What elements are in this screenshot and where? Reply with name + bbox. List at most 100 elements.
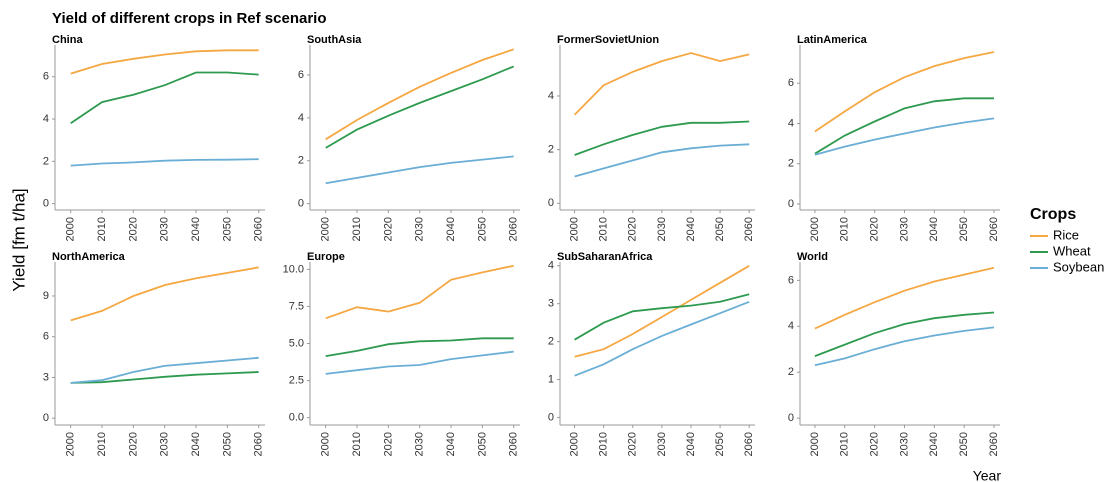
y-tick-label: 4	[788, 117, 794, 129]
legend-title: Crops	[1030, 206, 1076, 223]
panel-title: SubSaharanAfrica	[557, 251, 653, 263]
y-tick-label: 4	[43, 113, 49, 125]
y-tick-label: 0	[548, 411, 554, 423]
x-tick-label: 2010	[598, 217, 610, 241]
series-line	[814, 51, 995, 133]
x-tick-label: 2050	[714, 217, 726, 241]
y-tick-label: 0.0	[289, 411, 304, 423]
panel-title: World	[797, 251, 828, 263]
y-tick-label: 6	[788, 77, 794, 89]
x-tick-label: 2010	[839, 432, 851, 456]
series-line	[70, 356, 259, 384]
y-tick-label: 4	[788, 320, 794, 332]
x-tick-label: 2040	[928, 432, 940, 456]
y-tick-label: 0	[298, 197, 304, 209]
y-tick-label: 0	[43, 412, 49, 424]
x-tick-label: 2000	[809, 432, 821, 456]
y-tick-label: 10.0	[283, 263, 304, 275]
x-tick-label: 2020	[627, 432, 639, 456]
x-tick-label: 2020	[382, 432, 394, 456]
x-tick-label: 2040	[445, 432, 457, 456]
x-tick-label: 2030	[656, 432, 668, 456]
x-axis-label: Year	[973, 468, 1002, 482]
series-line	[325, 155, 514, 185]
y-axis-label: Yield [fm t/ha]	[9, 188, 28, 291]
series-line	[70, 71, 259, 125]
x-tick-label: 2040	[190, 432, 202, 456]
x-tick-label: 2030	[159, 217, 171, 241]
x-tick-label: 2060	[253, 432, 265, 456]
x-tick-label: 2010	[598, 432, 610, 456]
y-tick-label: 0	[788, 198, 794, 210]
x-tick-label: 2060	[743, 217, 755, 241]
y-tick-label: 2	[43, 155, 49, 167]
x-tick-label: 2040	[685, 432, 697, 456]
y-tick-label: 2	[548, 144, 554, 156]
x-tick-label: 2050	[958, 217, 970, 241]
panel-title: NorthAmerica	[52, 251, 126, 263]
y-tick-label: 1	[548, 373, 554, 385]
y-tick-label: 6	[298, 69, 304, 81]
legend-label: Wheat	[1053, 243, 1091, 258]
x-tick-label: 2010	[96, 217, 108, 241]
x-tick-label: 2020	[127, 217, 139, 241]
series-line	[70, 49, 259, 75]
x-tick-label: 2020	[869, 217, 881, 241]
panel-title: Europe	[307, 251, 345, 263]
x-tick-label: 2050	[476, 432, 488, 456]
y-tick-label: 0	[548, 197, 554, 209]
x-tick-label: 2050	[221, 432, 233, 456]
series-line	[70, 158, 259, 167]
x-tick-label: 2000	[568, 217, 580, 241]
series-line	[325, 48, 514, 141]
x-tick-label: 2050	[476, 217, 488, 241]
y-tick-label: 6	[43, 331, 49, 343]
x-tick-label: 2010	[351, 432, 363, 456]
series-line	[574, 143, 750, 178]
y-tick-label: 2.5	[289, 374, 304, 386]
series-line	[325, 264, 514, 320]
x-tick-label: 2010	[351, 217, 363, 241]
x-tick-label: 2050	[958, 432, 970, 456]
y-tick-label: 6	[788, 274, 794, 286]
panel-title: FormerSovietUnion	[557, 34, 659, 46]
series-line	[814, 117, 995, 156]
y-tick-label: 0	[788, 412, 794, 424]
series-line	[325, 65, 515, 149]
series-line	[574, 293, 750, 341]
x-tick-label: 2030	[898, 432, 910, 456]
x-tick-label: 2040	[928, 217, 940, 241]
y-tick-label: 7.5	[289, 300, 304, 312]
x-tick-label: 2010	[839, 217, 851, 241]
x-tick-label: 2030	[159, 432, 171, 456]
y-tick-label: 3	[548, 298, 554, 310]
y-tick-label: 3	[43, 371, 49, 383]
panel-title: LatinAmerica	[797, 34, 868, 46]
x-tick-label: 2000	[65, 432, 77, 456]
x-tick-label: 2060	[508, 432, 520, 456]
x-tick-label: 2010	[96, 432, 108, 456]
series-line	[70, 371, 259, 384]
chart-title: Yield of different crops in Ref scenario	[52, 10, 327, 27]
x-tick-label: 2040	[445, 217, 457, 241]
x-tick-label: 2060	[988, 432, 1000, 456]
x-tick-label: 2060	[988, 217, 1000, 241]
series-line	[814, 97, 994, 155]
legend-label: Rice	[1053, 227, 1079, 242]
y-tick-label: 2	[788, 366, 794, 378]
series-line	[325, 350, 514, 375]
x-tick-label: 2030	[414, 217, 426, 241]
series-line	[573, 52, 750, 116]
x-tick-label: 2060	[743, 432, 755, 456]
series-line	[574, 300, 750, 377]
x-tick-label: 2040	[685, 217, 697, 241]
panel-title: China	[52, 34, 83, 46]
x-tick-label: 2020	[382, 217, 394, 241]
y-tick-label: 4	[548, 90, 554, 102]
x-tick-label: 2000	[320, 432, 332, 456]
x-tick-label: 2000	[320, 217, 332, 241]
y-tick-label: 9	[43, 290, 49, 302]
series-line	[574, 120, 750, 156]
legend-label: Soybean	[1053, 259, 1104, 274]
